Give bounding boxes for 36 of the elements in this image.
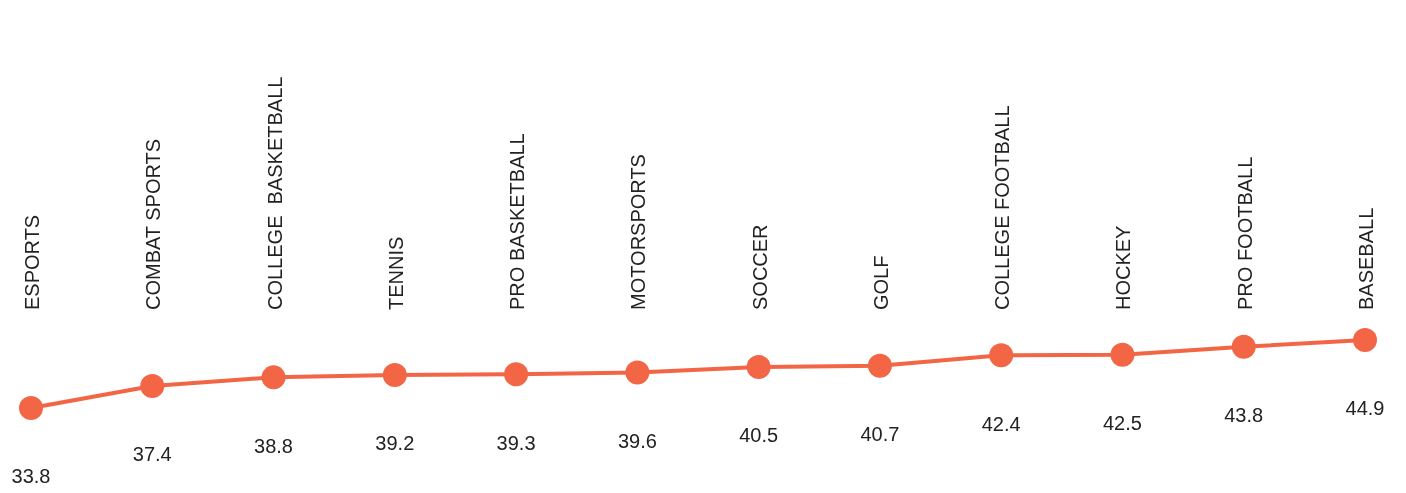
x-tick-label: GOLF [869,255,892,310]
point [1110,342,1135,367]
data-label: 39.2 [375,432,415,455]
data-label: 39.6 [617,429,657,452]
point [989,343,1014,368]
point [504,362,529,387]
point [867,353,892,378]
data-label: 43.8 [1224,404,1264,427]
data-label: 33.8 [11,465,51,488]
point [140,373,165,398]
point [261,365,286,390]
data-label: 40.5 [739,424,779,447]
x-tick-label: PRO BASKETBALL [506,133,529,310]
point [1353,328,1377,352]
x-tick-label: ESPORTS [21,214,43,310]
data-label: 37.4 [132,443,172,466]
data-label: 42.4 [981,412,1021,435]
point [746,354,771,379]
data-label: 44.9 [1345,397,1385,420]
point [19,396,43,420]
data-label: 42.5 [1102,411,1142,434]
x-tick-label: COLLEGE BASKETBALL [263,76,286,310]
point [625,360,650,385]
x-tick-label: COMBAT SPORTS [142,138,165,310]
point [382,362,407,387]
data-label: 39.3 [496,431,536,454]
x-tick-label: COLLEGE FOOTBALL [991,105,1014,310]
x-tick-label: HOCKEY [1112,225,1135,310]
data-label: 40.7 [860,423,900,446]
x-tick-label: BASEBALL [1355,207,1377,310]
x-tick-label: MOTORSPORTS [627,154,650,310]
x-tick-label: SOCCER [748,224,771,310]
point [1231,334,1256,359]
x-tick-label: TENNIS [384,236,407,310]
x-tick-label: PRO FOOTBALL [1233,156,1256,310]
data-label: 38.8 [254,434,294,457]
